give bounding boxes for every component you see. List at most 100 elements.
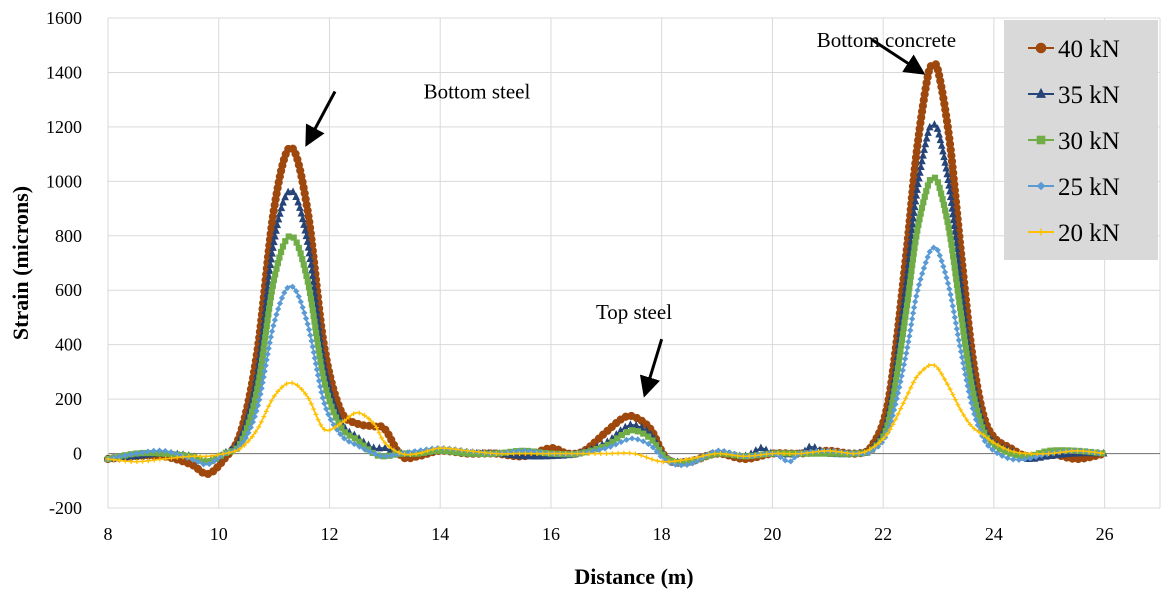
data-point (901, 319, 908, 326)
data-point (833, 449, 839, 454)
data-point (122, 458, 128, 464)
data-point (856, 450, 862, 456)
data-point (887, 426, 893, 432)
data-point (839, 449, 845, 455)
data-point (268, 248, 276, 257)
data-point (389, 452, 396, 459)
data-point (314, 341, 321, 348)
data-point (903, 302, 911, 309)
data-point (261, 368, 268, 375)
data-point (926, 248, 933, 255)
data-point (999, 452, 1006, 460)
data-point (917, 210, 924, 217)
data-point (261, 414, 267, 420)
legend-item: 35 kN (1028, 82, 1120, 109)
data-point (972, 416, 980, 423)
data-point (913, 292, 920, 300)
data-point (295, 383, 300, 388)
data-point (900, 361, 908, 368)
data-point (995, 442, 1001, 448)
data-point (936, 184, 943, 192)
data-point (259, 379, 266, 386)
data-point (313, 412, 319, 417)
data-point (540, 451, 546, 456)
data-point (376, 430, 382, 436)
data-point (307, 295, 315, 302)
data-point (993, 449, 1001, 457)
data-point (936, 135, 945, 144)
data-point (645, 433, 652, 440)
data-point (904, 296, 911, 303)
data-point (372, 451, 379, 458)
data-point (913, 233, 920, 240)
data-point (893, 416, 899, 422)
data-point (511, 451, 517, 457)
data-point (628, 435, 636, 442)
data-point (810, 449, 816, 455)
data-point (964, 356, 971, 363)
data-point (167, 449, 175, 456)
data-point (954, 331, 961, 338)
data-point (777, 453, 784, 461)
data-point (436, 445, 442, 451)
data-point (957, 304, 964, 311)
y-tick-label: 400 (55, 335, 82, 355)
data-point (989, 446, 996, 453)
data-point (880, 436, 886, 442)
data-point (917, 276, 924, 283)
data-point (1021, 456, 1028, 463)
data-point (301, 225, 310, 234)
data-point (281, 289, 288, 296)
data-point (598, 451, 604, 456)
data-point (282, 238, 289, 245)
data-point (312, 360, 319, 367)
data-point (311, 318, 318, 325)
data-point (939, 196, 946, 203)
data-point (946, 192, 955, 201)
data-point (913, 375, 919, 380)
data-point (1015, 456, 1023, 463)
data-point (614, 435, 621, 442)
data-point (294, 197, 302, 206)
data-point (893, 395, 900, 402)
data-point (248, 408, 256, 415)
data-point (310, 288, 319, 297)
data-point (775, 451, 781, 456)
data-point (958, 316, 965, 323)
data-point (953, 281, 961, 288)
data-point (944, 280, 952, 287)
data-point (304, 242, 313, 251)
data-point (735, 453, 741, 459)
data-point (323, 387, 330, 394)
data-point (309, 277, 318, 286)
data-point (689, 456, 695, 461)
data-point (351, 411, 356, 417)
data-point (366, 448, 373, 455)
data-point (345, 438, 353, 445)
data-point (273, 265, 280, 272)
data-point (907, 327, 914, 334)
series-group (103, 60, 1108, 479)
data-point (266, 266, 274, 274)
data-point (657, 453, 664, 460)
data-point (645, 440, 652, 448)
data-point (271, 316, 278, 324)
data-point (905, 290, 912, 297)
legend-marker (1036, 135, 1046, 145)
data-point (226, 450, 232, 456)
data-point (896, 353, 903, 361)
data-point (963, 377, 970, 384)
data-point (905, 390, 911, 396)
data-point (640, 430, 647, 437)
data-point (953, 276, 960, 283)
y-tick-label: 1000 (46, 171, 82, 191)
data-point (263, 408, 269, 414)
data-point (277, 203, 286, 212)
data-point (315, 347, 322, 354)
data-point (947, 198, 956, 206)
data-point (337, 421, 343, 427)
data-point (900, 325, 907, 332)
data-point (902, 355, 909, 363)
annotation-arrow (305, 90, 337, 147)
data-point (256, 396, 263, 403)
